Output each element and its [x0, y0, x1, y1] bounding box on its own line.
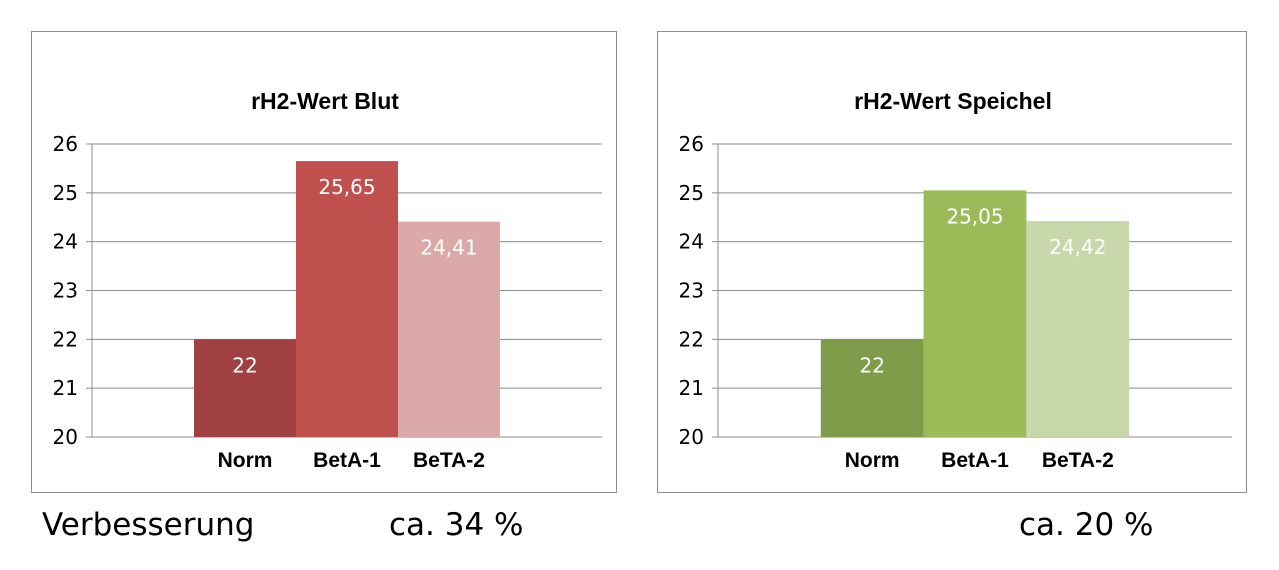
chart-blut: rH2-Wert Blut 20 21 22 23 24 25 26 22 Norm 25,65 Be…	[53, 88, 602, 472]
category-label: BeTA-2	[1042, 449, 1114, 472]
y-tick-label: 26	[53, 132, 78, 156]
bar-beta-1	[923, 190, 1027, 437]
chart-speichel: rH2-Wert Speichel 20 21 22 23 24 25 26 22 Norm 25,…	[679, 88, 1232, 472]
footer-blut-improvement: ca. 34 %	[389, 507, 524, 543]
y-tick-label: 25	[53, 181, 78, 205]
y-tick-label: 22	[679, 327, 704, 351]
y-tick-label: 22	[53, 327, 78, 351]
data-label: 22	[232, 353, 257, 377]
bar-beta-2	[1026, 221, 1130, 437]
y-tick-label: 21	[679, 376, 704, 400]
footer-speichel-improvement: ca. 20 %	[1019, 507, 1154, 543]
y-tick-label: 24	[679, 230, 704, 254]
bar-norm	[820, 339, 924, 437]
bar-beta-2	[398, 221, 500, 437]
data-label: 25,05	[946, 204, 1003, 228]
chart-title: rH2-Wert Blut	[251, 88, 399, 114]
chart-title: rH2-Wert Speichel	[854, 88, 1052, 114]
category-label: BetA-1	[941, 449, 1009, 472]
bar-norm	[194, 339, 296, 437]
data-label: 24,42	[1049, 235, 1106, 259]
data-label: 22	[859, 353, 884, 377]
category-label: BetA-1	[313, 449, 381, 472]
footer-label-verbesserung: Verbesserung	[42, 507, 255, 543]
y-tick-label: 23	[679, 279, 704, 303]
category-label: BeTA-2	[413, 449, 485, 472]
y-tick-label: 23	[53, 279, 78, 303]
chart-panel-blut: rH2-Wert Blut 20 21 22 23 24 25 26 22 Norm 25,65 Be…	[31, 31, 617, 493]
y-tick-label: 24	[53, 230, 78, 254]
y-tick-label: 20	[679, 425, 704, 449]
category-label: Norm	[845, 449, 900, 472]
y-tick-label: 21	[53, 376, 78, 400]
y-tick-label: 26	[679, 132, 704, 156]
data-label: 24,41	[420, 236, 477, 260]
chart-panel-speichel: rH2-Wert Speichel 20 21 22 23 24 25 26 22 Norm 25,…	[657, 31, 1247, 493]
category-label: Norm	[218, 449, 273, 472]
y-tick-label: 20	[53, 425, 78, 449]
y-tick-label: 25	[679, 181, 704, 205]
data-label: 25,65	[318, 175, 375, 199]
bar-beta-1	[296, 161, 398, 437]
